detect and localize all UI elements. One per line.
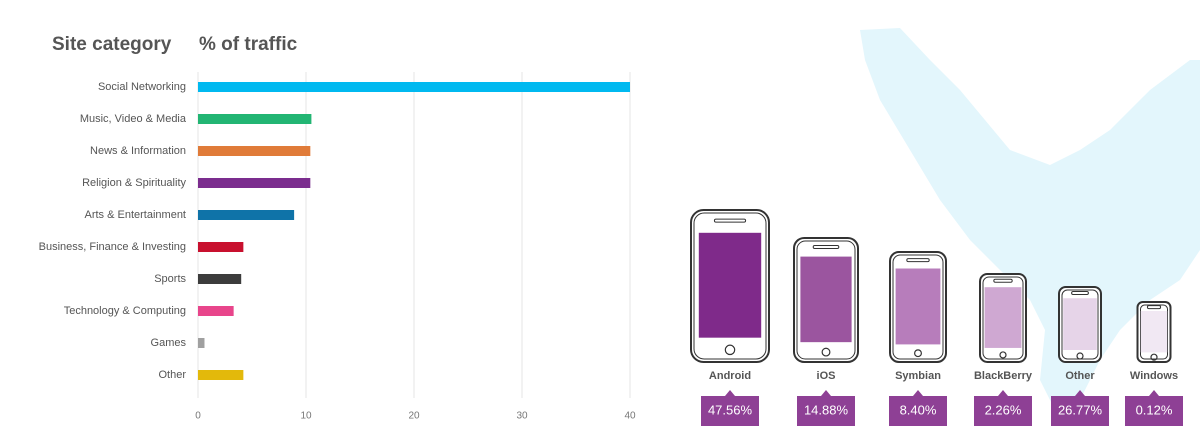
phone-button: [724, 344, 736, 356]
category-label: Social Networking: [98, 81, 186, 93]
map-background: [860, 28, 1200, 420]
x-tick-label: 30: [516, 411, 528, 422]
chart-subtitle: % of traffic: [199, 34, 298, 55]
phone-inner: [796, 240, 856, 360]
bar: [198, 338, 205, 348]
bar: [198, 306, 234, 316]
platform-name: Windows: [1130, 370, 1178, 382]
bar: [198, 178, 311, 188]
category-label: Technology & Computing: [64, 305, 186, 317]
platform-name: Symbian: [895, 370, 941, 382]
phone-screen: [800, 256, 852, 343]
phone-button: [1150, 353, 1158, 361]
platform-name: Android: [709, 370, 751, 382]
category-label: Games: [151, 337, 187, 349]
bar: [198, 114, 312, 124]
bar: [198, 274, 242, 284]
value-label: 26.77%: [1058, 402, 1103, 417]
value-box: [1051, 390, 1109, 426]
value-box: [889, 390, 947, 426]
category-label: Business, Finance & Investing: [39, 241, 186, 253]
phone-screen: [984, 287, 1022, 348]
bar: [198, 146, 311, 156]
phone-speaker: [993, 278, 1013, 283]
value-label: 47.56%: [708, 402, 753, 417]
phone-inner: [982, 276, 1024, 360]
bar: [198, 242, 244, 252]
category-label: News & Information: [90, 145, 186, 157]
platform-name: Other: [1065, 370, 1095, 382]
category-label: Religion & Spirituality: [82, 177, 186, 189]
phone-speaker: [906, 258, 930, 263]
value-label: 14.88%: [804, 402, 849, 417]
phone-button: [1076, 352, 1084, 360]
x-tick-label: 10: [300, 411, 312, 422]
x-tick-label: 0: [195, 411, 201, 422]
phone-inner: [693, 212, 767, 360]
value-label: 2.26%: [985, 402, 1022, 417]
platform-name: iOS: [817, 370, 836, 382]
phone-button: [821, 347, 831, 357]
phone-button: [914, 349, 922, 358]
value-box: [701, 390, 759, 426]
phone-inner: [1140, 304, 1168, 360]
value-box: [797, 390, 855, 426]
phone-speaker: [1146, 305, 1162, 310]
bar: [198, 210, 295, 220]
value-label: 0.12%: [1136, 402, 1173, 417]
category-label: Other: [158, 369, 186, 381]
chart-title: Site category: [52, 34, 172, 55]
value-box: [974, 390, 1032, 426]
phone-speaker: [713, 218, 747, 223]
bar: [198, 370, 244, 380]
platform-name: BlackBerry: [974, 370, 1033, 382]
phone-button: [999, 351, 1007, 359]
phone-speaker: [1071, 291, 1089, 295]
phone-inner: [892, 254, 944, 360]
value-box: [1125, 390, 1183, 426]
phone-screen: [895, 268, 941, 345]
x-tick-label: 20: [408, 411, 420, 422]
phone-speaker: [812, 244, 840, 249]
phone-screen: [698, 232, 762, 338]
phone-screen: [1140, 311, 1168, 353]
x-tick-label: 40: [624, 411, 636, 422]
bar: [198, 82, 630, 92]
category-label: Music, Video & Media: [80, 113, 187, 125]
category-label: Sports: [154, 273, 186, 285]
value-label: 8.40%: [900, 402, 937, 417]
category-label: Arts & Entertainment: [85, 209, 187, 221]
phone-screen: [1063, 298, 1097, 350]
